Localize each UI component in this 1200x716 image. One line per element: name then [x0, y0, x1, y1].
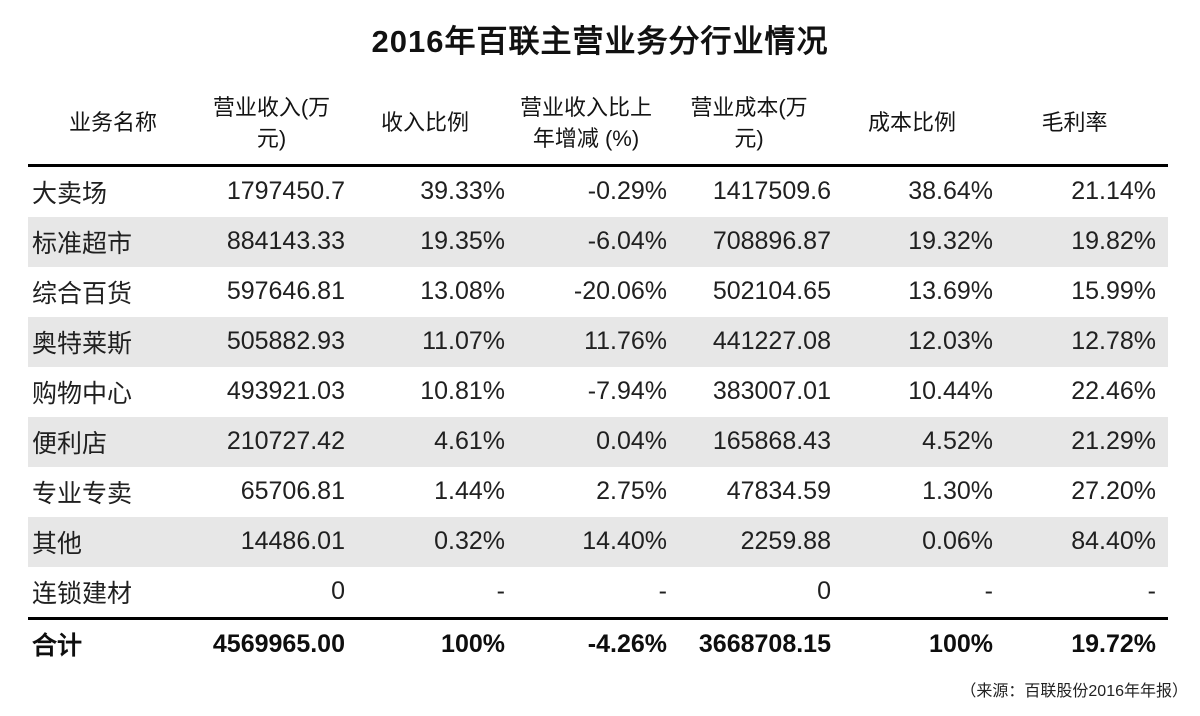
table-row: 专业专卖 65706.81 1.44% 2.75% 47834.59 1.30% 27.20…: [28, 467, 1168, 517]
total-value-cell: 100%: [345, 616, 505, 669]
business-name-cell: 购物中心: [32, 379, 133, 408]
value-cell: 0: [817, 577, 831, 606]
value-cell: 0.32%: [434, 527, 505, 556]
value-cell: 165868.43: [712, 427, 831, 456]
header-cell: 营业成本(万 元): [667, 83, 831, 167]
total-row: 合计 4569965.00 100% -4.26% 3668708.15 100% 19.7…: [28, 616, 1168, 669]
value-cell: 884143.33: [226, 227, 345, 256]
value-cell: -7.94%: [587, 377, 667, 406]
header-cell: 业务名称: [28, 83, 198, 167]
value-cell: 65706.81: [240, 477, 345, 506]
business-name-cell: 标准超市: [32, 229, 133, 258]
source-note: （来源：百联股份2016年年报）: [960, 682, 1188, 700]
value-cell: 2259.88: [740, 527, 831, 556]
value-cell: -6.04%: [587, 227, 667, 256]
value-cell: 10.44%: [908, 377, 993, 406]
value-cell: 441227.08: [712, 327, 831, 356]
value-cell: 4.52%: [922, 427, 993, 456]
value-cell: 14486.01: [240, 527, 345, 556]
page-title: 2016年百联主营业务分行业情况: [371, 24, 829, 59]
value-cell: 1417509.6: [712, 177, 831, 206]
value-cell: 21.14%: [1071, 177, 1156, 206]
value-cell: 210727.42: [226, 427, 345, 456]
value-cell: 493921.03: [226, 377, 345, 406]
value-cell: 19.82%: [1071, 227, 1156, 256]
value-cell: 1.44%: [434, 477, 505, 506]
value-cell: -: [984, 577, 993, 606]
business-name-cell: 大卖场: [32, 179, 108, 208]
value-cell: 1797450.7: [226, 177, 345, 206]
header-cell: 营业收入(万 元): [198, 83, 345, 167]
report-table-figure: 2016年百联主营业务分行业情况 业务名称 营业收入(万 元) 收入比例 营业收入比上…: [0, 24, 1200, 716]
value-cell: 39.33%: [420, 177, 505, 206]
business-name-cell: 专业专卖: [32, 479, 133, 508]
value-cell: -: [496, 577, 505, 606]
total-value-cell: 4569965.00: [198, 616, 345, 669]
value-cell: 597646.81: [226, 277, 345, 306]
value-cell: 0: [331, 577, 345, 606]
total-value-cell: -4.26%: [505, 616, 667, 669]
value-cell: 84.40%: [1071, 527, 1156, 556]
value-cell: 19.35%: [420, 227, 505, 256]
header-cell: 收入比例: [345, 83, 505, 167]
value-cell: 505882.93: [226, 327, 345, 356]
industry-table: 业务名称 营业收入(万 元) 收入比例 营业收入比上 年增减 (%) 营业成本(万 元)…: [28, 83, 1168, 669]
value-cell: 0.04%: [596, 427, 667, 456]
value-cell: 13.08%: [420, 277, 505, 306]
value-cell: 21.29%: [1071, 427, 1156, 456]
table-row: 连锁建材 0 - - 0 - -: [28, 567, 1168, 619]
business-name-cell: 奥特莱斯: [32, 329, 133, 358]
table-row: 其他 14486.01 0.32% 14.40% 2259.88 0.06% 84.40%: [28, 516, 1168, 567]
value-cell: 1.30%: [922, 477, 993, 506]
value-cell: 502104.65: [712, 277, 831, 306]
value-cell: 13.69%: [908, 277, 993, 306]
header-cell: 毛利率: [993, 83, 1168, 167]
value-cell: 708896.87: [712, 227, 831, 256]
value-cell: 19.32%: [908, 227, 993, 256]
value-cell: -: [1147, 577, 1156, 606]
total-value-cell: 100%: [831, 616, 993, 669]
value-cell: -20.06%: [573, 277, 667, 306]
value-cell: 38.64%: [908, 177, 993, 206]
value-cell: 14.40%: [582, 527, 667, 556]
value-cell: 11.76%: [584, 327, 667, 356]
value-cell: -: [658, 577, 667, 606]
value-cell: 2.75%: [596, 477, 667, 506]
value-cell: 12.78%: [1071, 327, 1156, 356]
business-name-cell: 其他: [32, 529, 83, 558]
total-value-cell: 19.72%: [993, 616, 1168, 669]
value-cell: 10.81%: [420, 377, 505, 406]
table-row: 便利店 210727.42 4.61% 0.04% 165868.43 4.52% 21.2…: [28, 416, 1168, 467]
business-name-cell: 连锁建材: [32, 579, 133, 608]
header-row: 业务名称 营业收入(万 元) 收入比例 营业收入比上 年增减 (%) 营业成本(万 元)…: [28, 83, 1168, 167]
value-cell: 47834.59: [726, 477, 831, 506]
business-name-cell: 综合百货: [32, 279, 133, 308]
value-cell: 22.46%: [1071, 377, 1156, 406]
business-name-cell: 便利店: [32, 429, 108, 458]
total-value-cell: 3668708.15: [667, 616, 831, 669]
value-cell: 4.61%: [434, 427, 505, 456]
table-body: 大卖场 1797450.7 39.33% -0.29% 1417509.6 38.64% 2…: [28, 165, 1168, 618]
value-cell: -0.29%: [587, 177, 667, 206]
value-cell: 0.06%: [922, 527, 993, 556]
table-row: 标准超市 884143.33 19.35% -6.04% 708896.87 19.32%…: [28, 216, 1168, 267]
total-label-cell: 合计: [28, 616, 198, 669]
value-cell: 383007.01: [712, 377, 831, 406]
value-cell: 15.99%: [1071, 277, 1156, 306]
value-cell: 12.03%: [908, 327, 993, 356]
value-cell: 27.20%: [1071, 477, 1156, 506]
table-row: 购物中心 493921.03 10.81% -7.94% 383007.01 10.44%…: [28, 367, 1168, 417]
table-row: 大卖场 1797450.7 39.33% -0.29% 1417509.6 38.64% 2…: [28, 165, 1168, 217]
value-cell: 11.07%: [422, 327, 505, 356]
header-cell: 营业收入比上 年增减 (%): [505, 83, 667, 167]
header-cell: 成本比例: [831, 83, 993, 167]
table-row: 奥特莱斯 505882.93 11.07% 11.76% 441227.08 12.03%…: [28, 316, 1168, 367]
table-row: 综合百货 597646.81 13.08% -20.06% 502104.65 13.69…: [28, 267, 1168, 317]
